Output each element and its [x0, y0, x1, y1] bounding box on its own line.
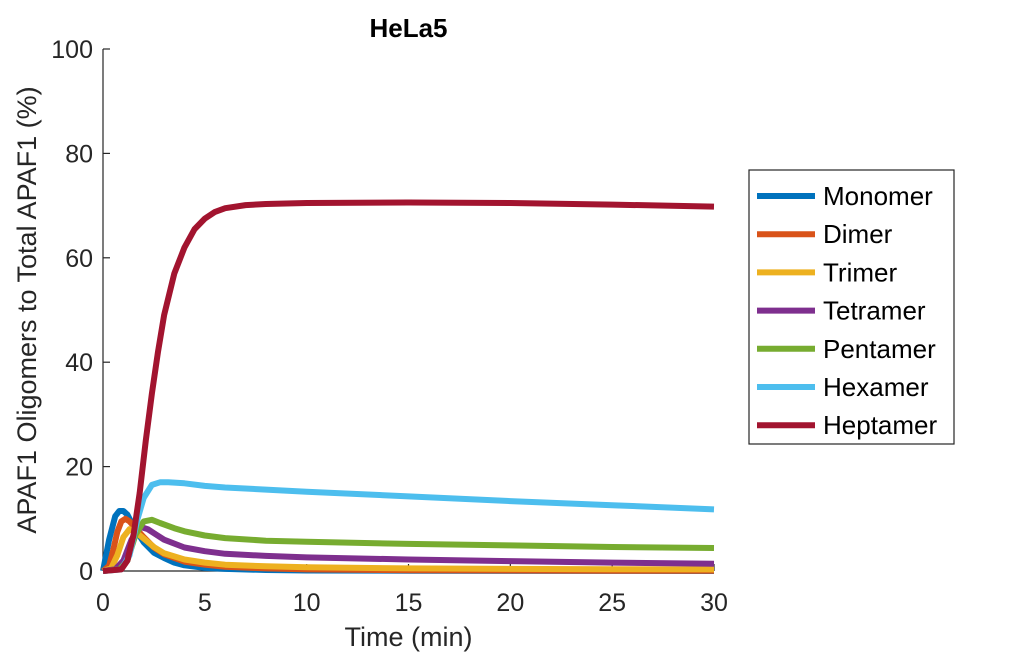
legend-label-dimer: Dimer — [823, 219, 893, 249]
y-axis-label: APAF1 Oligomers to Total APAF1 (%) — [12, 86, 42, 533]
axes: 0 5 10 15 20 25 30 0 20 40 60 80 100 — [51, 36, 728, 617]
x-tick-label: 15 — [395, 589, 423, 617]
legend-label-trimer: Trimer — [823, 257, 897, 287]
x-tick-label: 30 — [700, 589, 728, 617]
legend-label-pentamer: Pentamer — [823, 334, 936, 364]
y-tick-label: 40 — [65, 349, 93, 377]
legend: Monomer Dimer Trimer Tetramer Pentamer Hexame… — [748, 169, 955, 445]
x-axis-label: Time (min) — [345, 622, 473, 652]
y-tick-label: 80 — [65, 140, 93, 168]
y-tick-label: 20 — [65, 454, 93, 482]
x-tick-label: 25 — [598, 589, 626, 617]
series-line-trimer — [102, 526, 715, 574]
x-tick-label: 10 — [293, 589, 321, 617]
x-tick-label: 0 — [96, 589, 110, 617]
chart-title: HeLa5 — [369, 13, 447, 43]
y-tick-label: 0 — [79, 558, 93, 586]
series-lines — [100, 199, 715, 574]
x-tick-label: 20 — [496, 589, 524, 617]
series-line-heptamer — [102, 199, 715, 574]
legend-label-monomer: Monomer — [823, 181, 933, 211]
y-tick-label: 100 — [51, 36, 93, 64]
legend-label-tetramer: Tetramer — [823, 296, 926, 326]
legend-label-heptamer: Heptamer — [823, 410, 937, 440]
legend-box — [748, 169, 955, 445]
legend-label-hexamer: Hexamer — [823, 372, 929, 402]
x-tick-label: 5 — [198, 589, 212, 617]
y-tick-label: 60 — [65, 245, 93, 273]
